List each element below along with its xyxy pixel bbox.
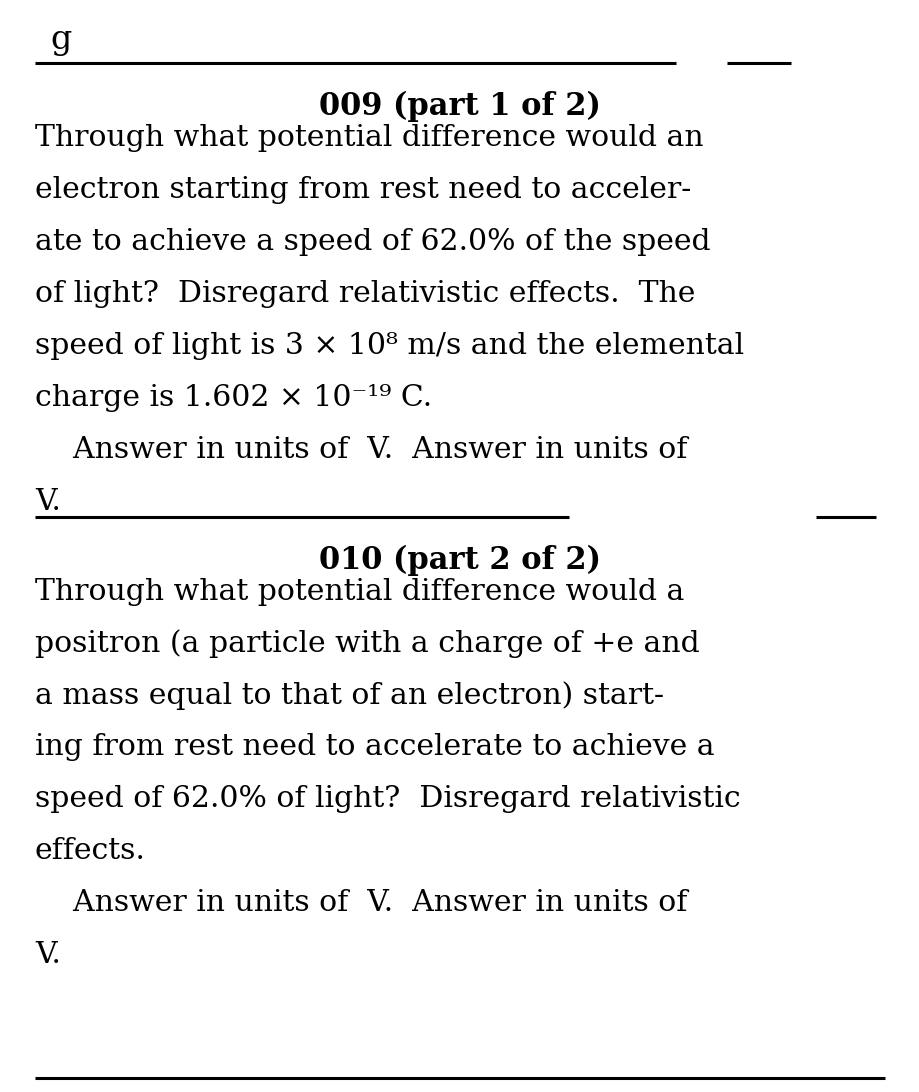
Text: 009 (part 1 of 2): 009 (part 1 of 2) xyxy=(319,91,600,122)
Text: a mass equal to that of an electron) start-: a mass equal to that of an electron) sta… xyxy=(35,681,664,710)
Text: charge is 1.602 × 10⁻¹⁹ C.: charge is 1.602 × 10⁻¹⁹ C. xyxy=(35,383,432,412)
Text: 010 (part 2 of 2): 010 (part 2 of 2) xyxy=(319,545,600,577)
Text: g: g xyxy=(51,24,72,56)
Text: speed of 62.0% of light?  Disregard relativistic: speed of 62.0% of light? Disregard relat… xyxy=(35,785,740,814)
Text: positron (a particle with a charge of +e and: positron (a particle with a charge of +e… xyxy=(35,629,699,658)
Text: electron starting from rest need to acceler-: electron starting from rest need to acce… xyxy=(35,176,690,204)
Text: ing from rest need to accelerate to achieve a: ing from rest need to accelerate to achi… xyxy=(35,734,714,761)
Text: V.: V. xyxy=(35,487,61,515)
Text: ate to achieve a speed of 62.0% of the speed: ate to achieve a speed of 62.0% of the s… xyxy=(35,228,709,257)
Text: Answer in units of  V.  Answer in units of: Answer in units of V. Answer in units of xyxy=(35,436,686,464)
Text: V.: V. xyxy=(35,941,61,969)
Text: Through what potential difference would an: Through what potential difference would … xyxy=(35,124,703,153)
Text: effects.: effects. xyxy=(35,836,146,865)
Text: speed of light is 3 × 10⁸ m/s and the elemental: speed of light is 3 × 10⁸ m/s and the el… xyxy=(35,332,743,360)
Text: Answer in units of  V.  Answer in units of: Answer in units of V. Answer in units of xyxy=(35,889,686,917)
Text: Through what potential difference would a: Through what potential difference would … xyxy=(35,578,684,606)
Text: of light?  Disregard relativistic effects.  The: of light? Disregard relativistic effects… xyxy=(35,280,695,308)
